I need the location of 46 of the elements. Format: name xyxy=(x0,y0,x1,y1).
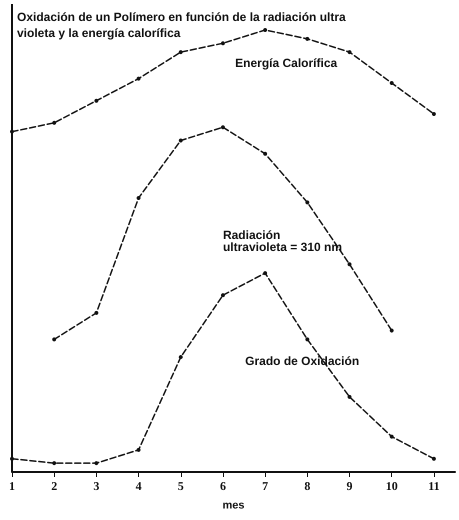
point xyxy=(348,262,352,266)
point xyxy=(178,138,183,142)
point xyxy=(136,76,141,81)
point xyxy=(390,81,394,86)
point xyxy=(390,434,394,439)
point xyxy=(263,28,268,32)
point xyxy=(305,36,310,41)
point xyxy=(10,130,14,134)
point xyxy=(220,125,225,130)
series-label: Energía Calorífica xyxy=(235,56,338,70)
point xyxy=(94,98,98,103)
x-axis-title: mes xyxy=(222,500,245,512)
point xyxy=(263,152,268,156)
x-tick-label: 2 xyxy=(51,479,58,493)
point xyxy=(390,328,394,333)
chart-title: Oxidación de un Polímero en función de la radiación ultra violeta y la energía calorífica xyxy=(17,10,346,40)
point xyxy=(10,456,14,461)
series-label: Grado de Oxidación xyxy=(245,354,360,368)
point xyxy=(136,448,141,452)
point xyxy=(348,394,352,399)
point xyxy=(305,337,310,342)
point xyxy=(52,120,56,125)
point xyxy=(94,461,98,466)
x-tick-label: 5 xyxy=(178,479,184,493)
point xyxy=(136,196,141,200)
x-tick-label: 1 xyxy=(9,479,15,493)
point xyxy=(220,41,225,46)
point xyxy=(263,271,268,276)
point xyxy=(52,461,56,466)
point xyxy=(305,200,310,204)
point xyxy=(348,50,352,54)
point xyxy=(220,293,225,298)
x-tick-label: 11 xyxy=(428,479,440,493)
point xyxy=(178,355,183,360)
x-tick-label: 3 xyxy=(93,479,100,493)
x-tick-label: 7 xyxy=(262,479,268,493)
point xyxy=(178,50,183,54)
x-tick-label: 10 xyxy=(386,479,398,493)
x-tick-label: 9 xyxy=(346,479,353,493)
x-tick-label: 8 xyxy=(304,479,310,493)
point xyxy=(432,456,436,461)
point xyxy=(94,310,98,315)
point xyxy=(432,112,436,116)
point xyxy=(52,337,56,342)
x-tick-label: 6 xyxy=(220,479,226,493)
x-tick-label: 4 xyxy=(136,479,142,493)
